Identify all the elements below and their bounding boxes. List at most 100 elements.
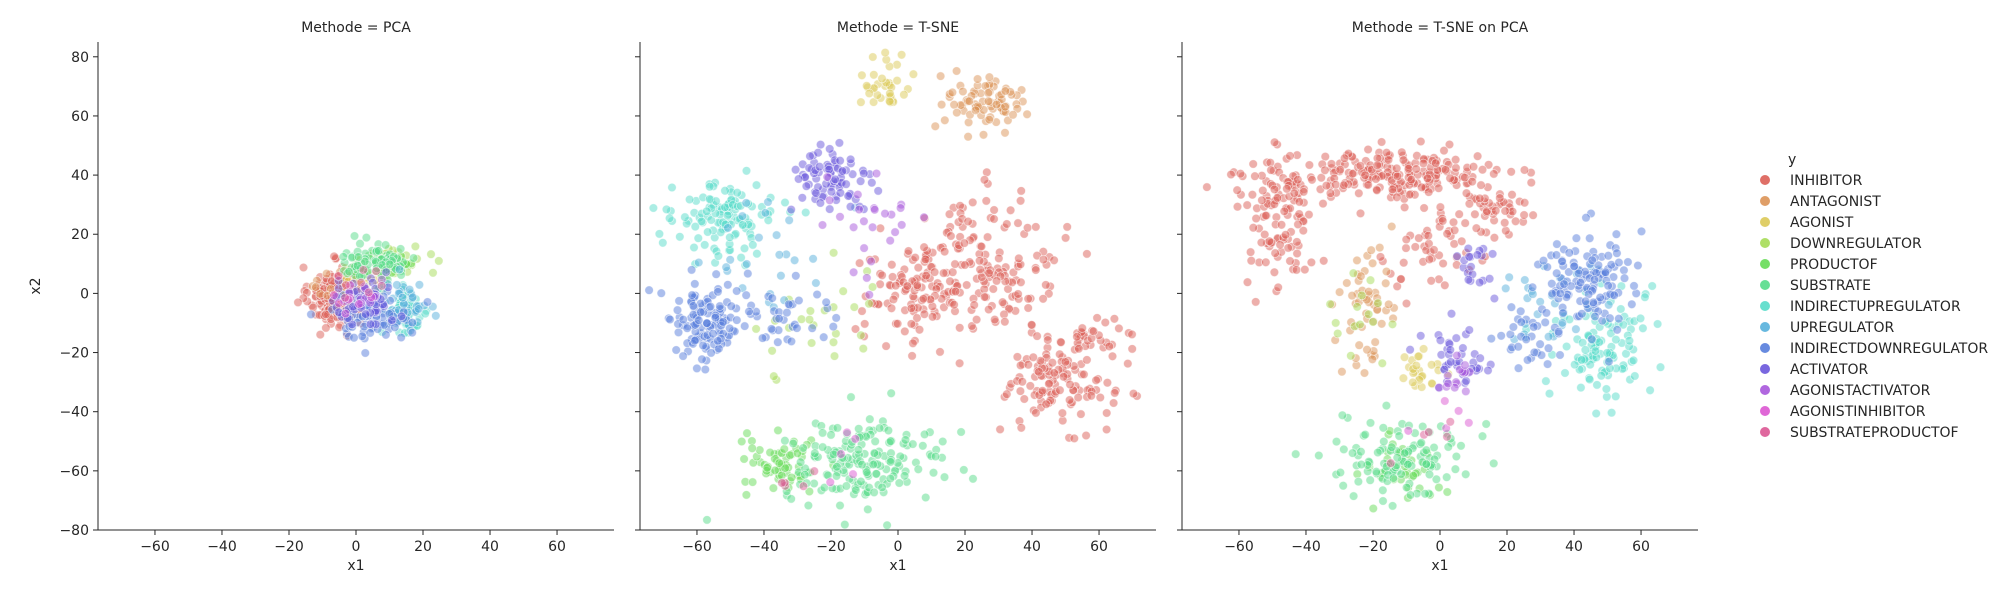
scatter-point bbox=[1060, 357, 1071, 367]
scatter-point bbox=[1250, 171, 1260, 181]
scatter-point bbox=[831, 313, 841, 323]
scatter-point bbox=[868, 52, 878, 62]
scatter-point bbox=[1246, 256, 1257, 266]
scatter-point bbox=[885, 473, 896, 484]
x-tick-label: 60 bbox=[1632, 539, 1650, 555]
scatter-point bbox=[906, 319, 917, 329]
scatter-point bbox=[1015, 386, 1026, 396]
scatter-point bbox=[979, 292, 990, 302]
scatter-point bbox=[910, 252, 920, 263]
scatter-point bbox=[1041, 280, 1051, 290]
scatter-point bbox=[832, 423, 843, 433]
scatter-point bbox=[1307, 175, 1317, 185]
scatter-point bbox=[340, 293, 350, 303]
scatter-point bbox=[1088, 326, 1099, 337]
scatter-point bbox=[1365, 275, 1376, 285]
scatter-point bbox=[747, 477, 758, 487]
scatter-point bbox=[1294, 197, 1305, 207]
scatter-point bbox=[338, 252, 349, 262]
scatter-point bbox=[1551, 250, 1562, 260]
scatter-point bbox=[1458, 343, 1468, 353]
scatter-point bbox=[792, 323, 802, 333]
scatter-point bbox=[1381, 400, 1392, 411]
scatter-point bbox=[1499, 218, 1510, 228]
scatter-point bbox=[864, 299, 874, 309]
x-tick-label: −40 bbox=[207, 539, 237, 555]
scatter-point bbox=[877, 270, 887, 281]
scatter-point bbox=[1442, 432, 1452, 442]
scatter-point bbox=[903, 246, 914, 256]
scatter-point bbox=[885, 436, 896, 447]
scatter-point bbox=[1348, 491, 1359, 501]
scatter-point bbox=[984, 304, 994, 315]
scatter-point bbox=[1378, 496, 1388, 506]
scatter-point bbox=[1247, 189, 1258, 200]
scatter-point bbox=[1280, 230, 1291, 240]
scatter-point bbox=[819, 332, 829, 342]
scatter-point bbox=[1109, 314, 1120, 324]
scatter-point bbox=[1047, 358, 1058, 368]
scatter-point bbox=[991, 99, 1002, 110]
scatter-point bbox=[1423, 230, 1434, 241]
scatter-point bbox=[1377, 358, 1388, 369]
scatter-point bbox=[958, 86, 968, 97]
scatter-point bbox=[1442, 487, 1453, 497]
scatter-point bbox=[720, 185, 730, 196]
scatter-point bbox=[356, 277, 366, 288]
scatter-point bbox=[853, 445, 864, 455]
scatter-point bbox=[1396, 274, 1406, 284]
scatter-point bbox=[407, 317, 418, 328]
scatter-point bbox=[1056, 337, 1066, 348]
scatter-point bbox=[856, 97, 866, 107]
scatter-point bbox=[886, 303, 897, 314]
scatter-point bbox=[706, 215, 716, 225]
scatter-point bbox=[1500, 206, 1510, 216]
x-tick-label: 20 bbox=[956, 539, 974, 555]
scatter-point bbox=[1339, 180, 1349, 190]
scatter-point bbox=[1367, 258, 1378, 269]
scatter-point bbox=[1372, 185, 1382, 196]
scatter-point bbox=[1387, 501, 1398, 511]
scatter-point bbox=[702, 515, 712, 525]
legend-title: y bbox=[1788, 152, 1796, 168]
scatter-point bbox=[1515, 306, 1526, 317]
scatter-point bbox=[705, 301, 716, 312]
x-tick-label: 20 bbox=[1498, 539, 1516, 555]
scatter-point bbox=[414, 280, 425, 290]
scatter-point bbox=[740, 321, 750, 331]
scatter-point bbox=[1337, 367, 1347, 377]
scatter-point bbox=[817, 220, 828, 230]
y-axis-label: x2 bbox=[28, 277, 44, 294]
scatter-point bbox=[829, 351, 840, 361]
scatter-point bbox=[821, 297, 831, 308]
x-tick-label: 0 bbox=[352, 539, 361, 555]
scatter-point bbox=[1016, 277, 1026, 288]
scatter-point bbox=[1049, 368, 1059, 378]
scatter-point bbox=[1269, 267, 1280, 278]
y-tick-label: −60 bbox=[59, 464, 89, 480]
scatter-point bbox=[1513, 363, 1524, 373]
scatter-point bbox=[1495, 193, 1505, 203]
scatter-point bbox=[1555, 288, 1565, 299]
x-tick-label: −20 bbox=[274, 539, 304, 555]
scatter-point bbox=[1330, 179, 1341, 190]
scatter-point bbox=[1451, 333, 1462, 343]
scatter-point bbox=[1429, 442, 1439, 453]
scatter-point bbox=[928, 468, 939, 478]
scatter-point bbox=[865, 414, 875, 424]
scatter-point bbox=[1454, 209, 1464, 219]
scatter-point bbox=[1000, 102, 1010, 112]
scatter-point bbox=[1082, 355, 1092, 365]
scatter-point bbox=[377, 281, 387, 291]
scatter-point bbox=[1401, 243, 1411, 253]
scatter-point bbox=[1477, 164, 1488, 175]
scatter-point bbox=[1475, 353, 1485, 363]
scatter-point bbox=[1242, 277, 1253, 287]
scatter-point bbox=[678, 314, 689, 325]
scatter-point bbox=[360, 348, 371, 358]
scatter-point bbox=[1434, 482, 1444, 493]
scatter-point bbox=[1367, 354, 1378, 365]
scatter-point bbox=[767, 293, 777, 303]
scatter-point bbox=[760, 208, 771, 218]
scatter-point bbox=[919, 242, 929, 252]
